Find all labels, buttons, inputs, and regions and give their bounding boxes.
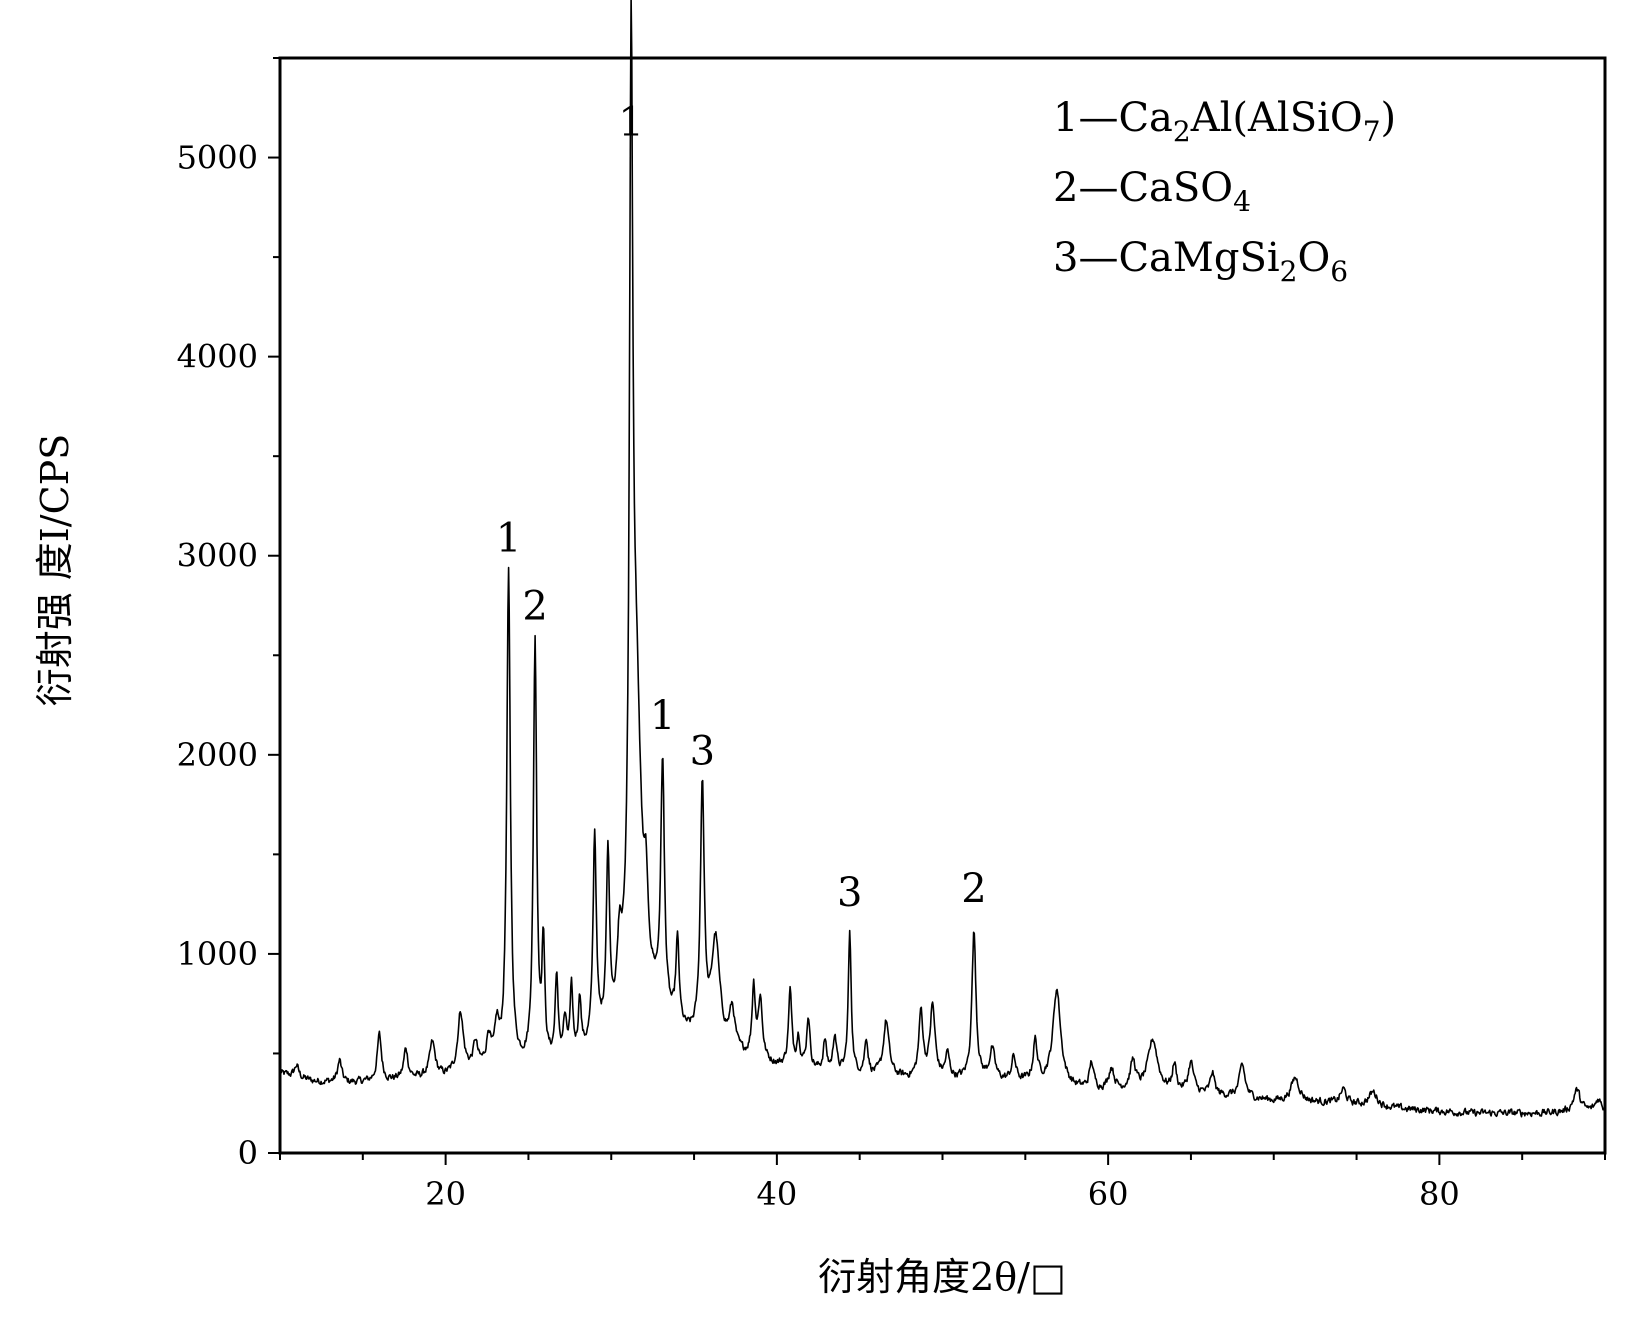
x-axis-title: 衍射角度2θ/□ [818,1255,1066,1299]
peak-label: 2 [522,583,547,629]
plot-frame [278,56,1607,1155]
legend-entry-3: 3—CaMgSi2O6 [1053,235,1348,288]
y-tick-label: 5000 [177,139,258,177]
xrd-pattern-line [279,0,1606,1118]
x-axis-tick-labels: 20 40 60 80 [425,1175,1459,1213]
y-tick-label: 1000 [177,935,258,973]
peak-label: 3 [837,870,862,916]
x-tick-label: 80 [1419,1175,1460,1213]
peak-label: 1 [618,100,643,146]
y-tick-label: 3000 [177,537,258,575]
peak-label: 1 [650,693,675,739]
x-axis-ticks [279,1153,1606,1165]
y-tick-label: 4000 [177,338,258,376]
x-tick-label: 20 [425,1175,466,1213]
plot-area-border [278,56,1607,1155]
peak-label: 2 [961,866,986,912]
y-axis-title: 衍射强 度I/CPS [33,434,77,707]
legend-entry-2: 2—CaSO4 [1053,165,1251,218]
y-axis-tick-labels: 0 1000 2000 3000 4000 5000 [177,139,258,1172]
x-tick-label: 40 [757,1175,798,1213]
y-tick-label: 0 [238,1134,258,1172]
y-axis-ticks [268,57,280,1154]
legend-entry-1: 1—Ca2Al(AlSiO7) [1053,95,1396,148]
y-tick-label: 2000 [177,736,258,774]
legend: 1—Ca2Al(AlSiO7) 2—CaSO4 3—CaMgSi2O6 [1053,95,1396,288]
peak-label: 3 [690,729,715,775]
peak-label: 1 [496,516,521,562]
x-tick-label: 60 [1088,1175,1129,1213]
